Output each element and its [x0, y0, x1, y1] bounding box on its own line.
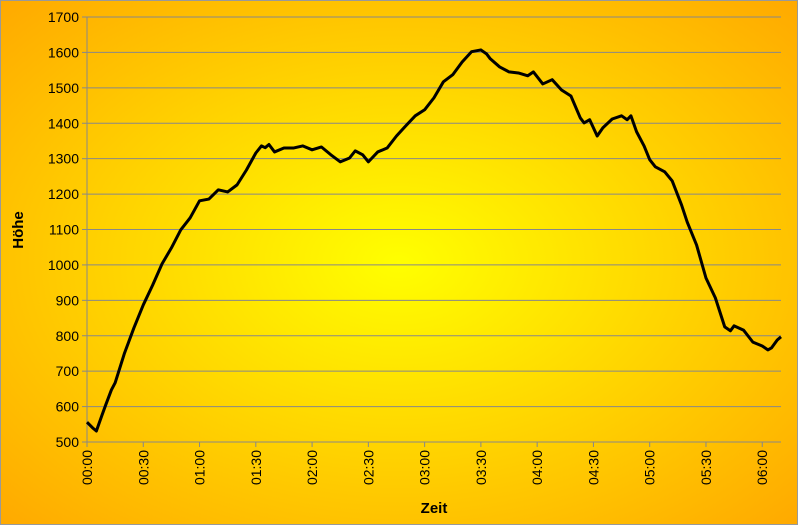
x-tick-label: 03:00 — [417, 450, 433, 485]
y-tick-label: 600 — [56, 399, 80, 415]
y-tick-label: 1100 — [49, 222, 79, 238]
x-tick-label: 00:00 — [79, 450, 95, 485]
x-axis-label: Zeit — [421, 500, 448, 517]
y-tick-label: 800 — [56, 328, 80, 344]
y-tick-label: 1000 — [48, 257, 79, 273]
x-tick-label: 06:00 — [754, 450, 770, 485]
y-tick-label: 700 — [56, 363, 80, 379]
y-tick-label: 1600 — [48, 44, 79, 60]
x-tick-label: 02:00 — [304, 450, 320, 485]
y-tick-label: 500 — [56, 434, 80, 450]
y-tick-label: 1500 — [48, 80, 79, 96]
x-tick-label: 02:30 — [360, 450, 376, 485]
y-tick-label: 1700 — [48, 9, 79, 25]
x-tick-label: 05:30 — [698, 450, 714, 485]
x-tick-label: 04:30 — [585, 450, 601, 485]
x-tick-label: 05:00 — [642, 450, 658, 485]
x-tick-label: 01:00 — [192, 450, 208, 485]
x-tick-label: 01:30 — [248, 450, 264, 485]
y-axis-label: Höhe — [10, 211, 27, 249]
line — [85, 48, 782, 433]
y-tick-label: 1400 — [48, 115, 79, 131]
x-tick-label: 04:00 — [529, 450, 545, 485]
y-tick-label: 1300 — [48, 151, 79, 167]
y-tick-label: 900 — [56, 292, 80, 308]
x-tick-label: 03:30 — [473, 450, 489, 485]
y-tick-label: 1200 — [48, 186, 79, 202]
x-tick-label: 00:30 — [135, 450, 151, 485]
